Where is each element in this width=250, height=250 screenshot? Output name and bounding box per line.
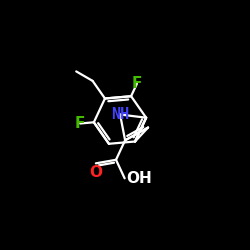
Text: F: F — [132, 76, 142, 91]
Text: NH: NH — [111, 106, 129, 122]
Text: O: O — [89, 165, 102, 180]
Text: F: F — [75, 116, 85, 131]
Text: OH: OH — [126, 171, 152, 186]
